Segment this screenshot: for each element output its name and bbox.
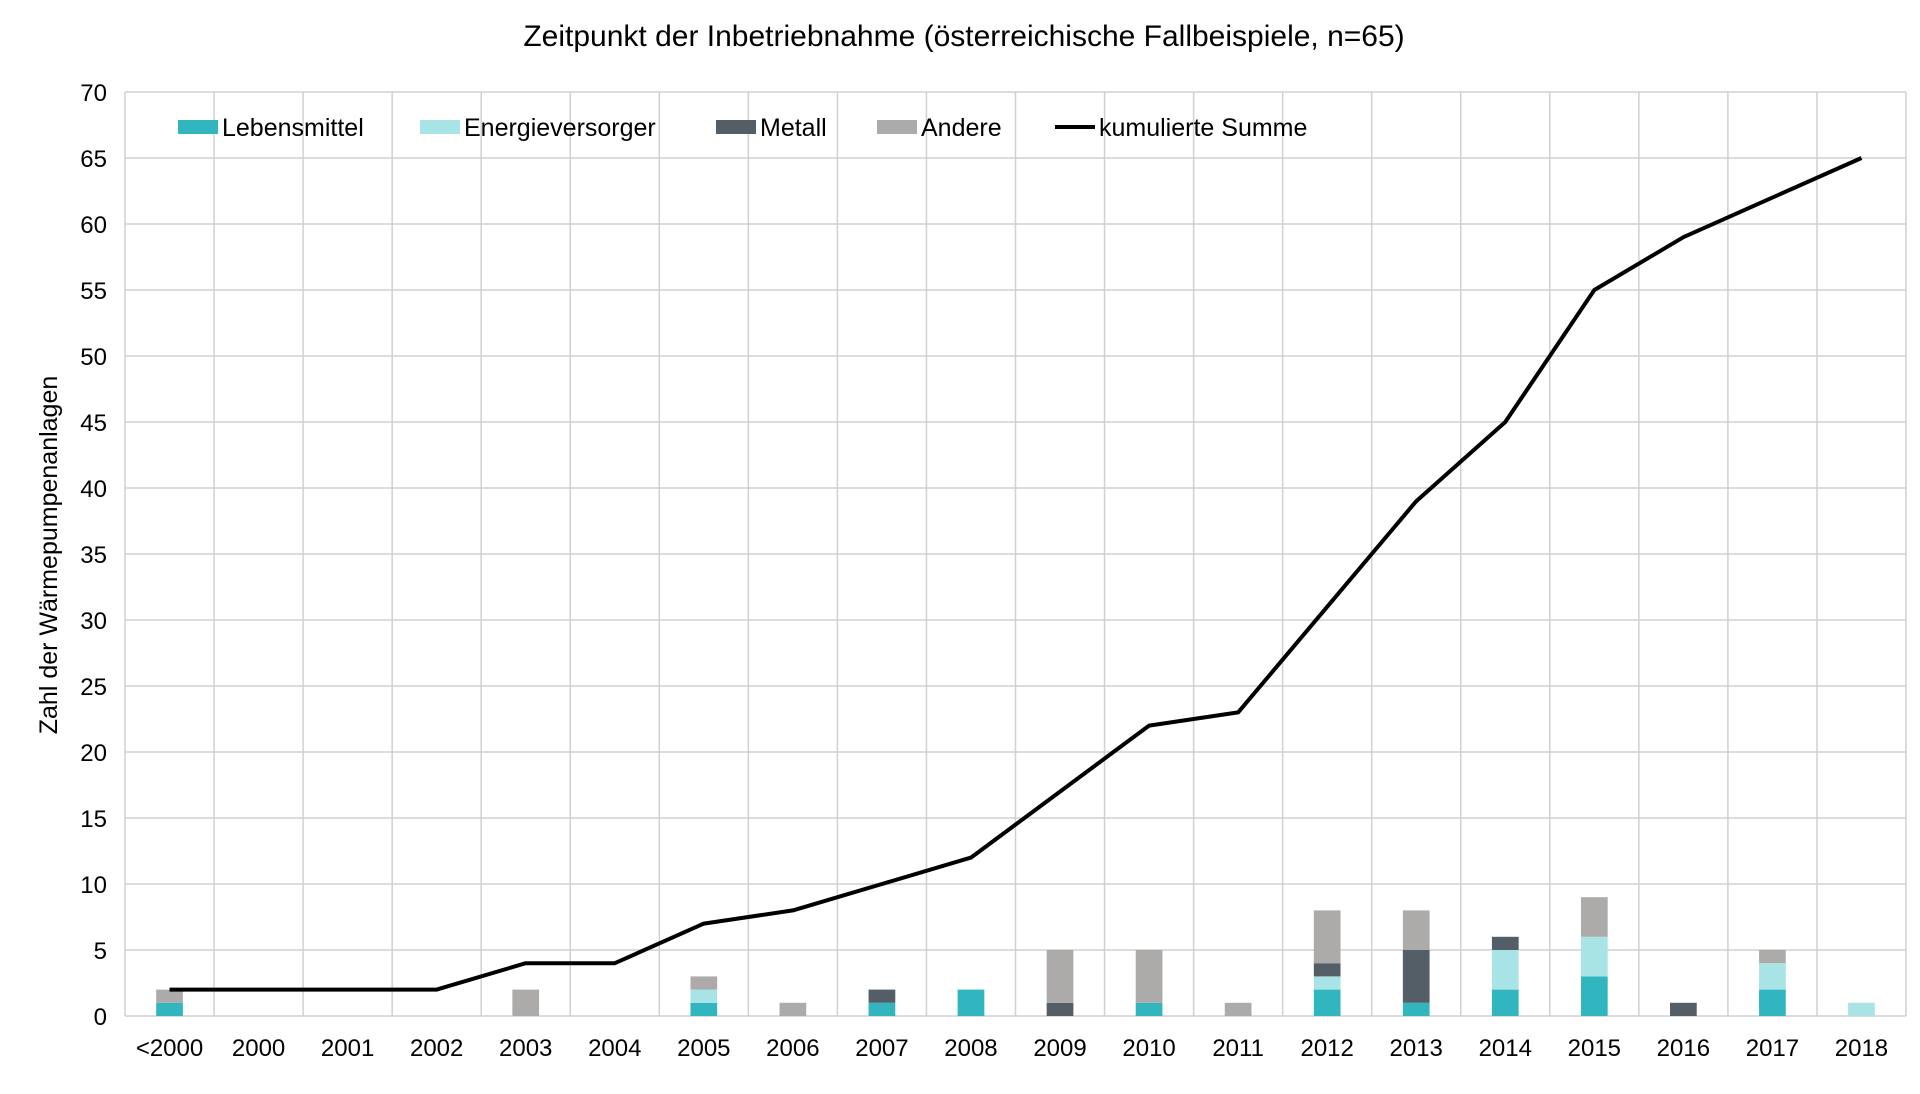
- bar-segment: [957, 989, 985, 1016]
- y-tick-label: 50: [80, 344, 107, 371]
- bar-segment: [1135, 950, 1163, 1003]
- y-tick-label: 55: [80, 278, 107, 305]
- bar-segment: [1580, 936, 1608, 977]
- bar-segment: [1313, 963, 1341, 977]
- bar-segment: [1224, 1002, 1252, 1016]
- bar-segment: [1848, 1002, 1875, 1016]
- bar-segment: [156, 989, 183, 1003]
- x-tick-label: 2000: [232, 1035, 285, 1062]
- bar-segment: [690, 1002, 718, 1016]
- y-tick-label: 25: [80, 674, 107, 701]
- legend: Lebensmittel Energieversorger Metall Andere…: [178, 114, 1307, 142]
- bar-segment: [1670, 1002, 1697, 1016]
- x-tick-label: 2013: [1390, 1035, 1443, 1062]
- bar-segment: [1046, 950, 1074, 1003]
- x-tick-label: 2004: [588, 1035, 641, 1062]
- bar-segment: [868, 989, 896, 1003]
- y-tick-label: 10: [80, 872, 107, 899]
- bar-segment: [1491, 950, 1519, 990]
- bar-segment: [779, 1002, 807, 1016]
- x-tick-label: 2002: [410, 1035, 463, 1062]
- bar-segment: [512, 989, 540, 1016]
- bar-segment: [868, 1002, 896, 1016]
- y-tick-label: 15: [80, 806, 107, 833]
- bar-segment: [690, 976, 718, 990]
- bar-segment: [156, 1002, 183, 1016]
- bar-segment: [1759, 950, 1786, 964]
- bar-segment: [1313, 910, 1341, 964]
- y-tick-label: 0: [94, 1004, 107, 1031]
- y-tick-label: 40: [80, 476, 107, 503]
- bar-segment: [1402, 950, 1430, 1003]
- x-tick-label: 2006: [766, 1035, 819, 1062]
- x-tick-label: 2011: [1212, 1035, 1264, 1062]
- legend-label: Metall: [760, 114, 827, 142]
- tick-labels: 0 5 10 15 20 25 30 35 40 45 50 55 60 65 70 <2000 2000 200…: [80, 80, 1888, 1062]
- bar-segment: [1759, 963, 1786, 990]
- y-tick-label: 30: [80, 608, 107, 635]
- y-tick-label: 35: [80, 542, 107, 569]
- x-tick-label: 2009: [1033, 1035, 1086, 1062]
- grid: [124, 91, 1907, 1017]
- x-tick-label: 2010: [1122, 1035, 1175, 1062]
- x-tick-label: 2003: [499, 1035, 552, 1062]
- legend-label: Energieversorger: [464, 114, 656, 142]
- bar-segment: [1759, 989, 1786, 1016]
- x-tick-label: 2005: [677, 1035, 730, 1062]
- y-tick-label: 65: [80, 146, 107, 173]
- x-tick-label: 2018: [1835, 1035, 1888, 1062]
- cumulative-line-layer: [169, 156, 1863, 992]
- bar-segment: [1491, 936, 1519, 950]
- bar-segment: [690, 989, 718, 1003]
- legend-swatch: [716, 120, 756, 134]
- x-tick-label: 2015: [1568, 1035, 1621, 1062]
- legend-label: Andere: [921, 114, 1002, 142]
- bar-segment: [1402, 1002, 1430, 1016]
- bar-segment: [1313, 976, 1341, 990]
- bar-segment: [1313, 989, 1341, 1016]
- bar-segment: [1402, 910, 1430, 950]
- x-tick-label: 2012: [1300, 1035, 1353, 1062]
- bar-segment: [1135, 1002, 1163, 1016]
- x-tick-label: 2017: [1746, 1035, 1799, 1062]
- y-tick-label: 5: [94, 938, 107, 965]
- bar-segment: [1580, 976, 1608, 1016]
- legend-label: Lebensmittel: [222, 114, 364, 142]
- x-tick-label: 2014: [1479, 1035, 1532, 1062]
- y-tick-label: 20: [80, 740, 107, 767]
- legend-swatch: [420, 120, 460, 134]
- cumulative-sum-line: [169, 156, 1863, 992]
- bars: [156, 897, 1875, 1016]
- legend-label: kumulierte Summe: [1099, 114, 1307, 142]
- y-tick-label: 70: [80, 80, 107, 107]
- bar-segment: [1046, 1002, 1074, 1016]
- legend-swatch: [877, 120, 917, 134]
- x-tick-label: 2001: [321, 1035, 374, 1062]
- chart-title: Zeitpunkt der Inbetriebnahme (österreich…: [523, 20, 1404, 53]
- y-tick-label: 60: [80, 212, 107, 239]
- y-axis-label: Zahl der Wärmepumpenanlagen: [35, 376, 63, 735]
- bar-segment: [1580, 897, 1608, 937]
- bar-segment: [1491, 989, 1519, 1016]
- x-tick-label: <2000: [136, 1035, 203, 1062]
- x-tick-label: 2008: [944, 1035, 997, 1062]
- legend-swatch: [178, 120, 218, 134]
- y-tick-label: 45: [80, 410, 107, 437]
- x-tick-label: 2016: [1657, 1035, 1710, 1062]
- x-tick-label: 2007: [855, 1035, 908, 1062]
